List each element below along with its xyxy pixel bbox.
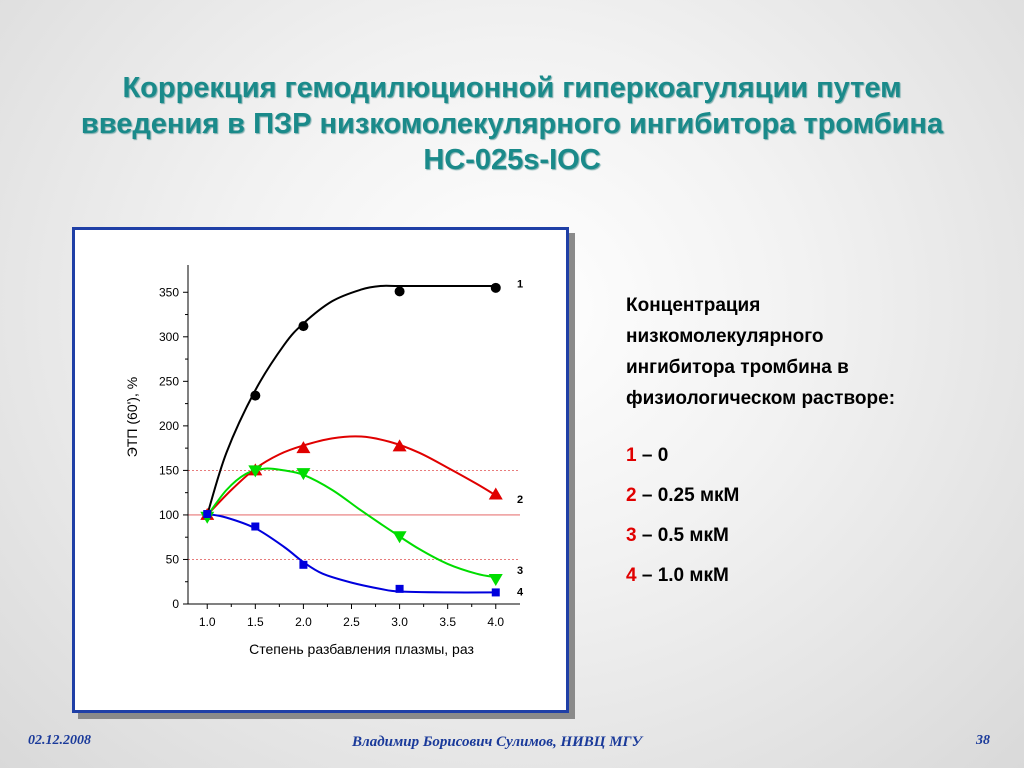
legend-heading-line-4: физиологическом растворе: bbox=[626, 388, 896, 409]
legend-item-4-text: – 1.0 мкМ bbox=[636, 565, 729, 586]
x-tick-label: 2.0 bbox=[295, 615, 312, 629]
series-3-point bbox=[488, 574, 503, 587]
series-2-point bbox=[296, 441, 311, 454]
legend-item-3-text: – 0.5 мкМ bbox=[636, 525, 729, 546]
legend-item-2-number: 2 bbox=[626, 485, 637, 506]
series-4-point bbox=[251, 522, 260, 531]
title-line-1: Коррекция гемодилюционной гиперкоагуляци… bbox=[122, 72, 902, 104]
legend-heading-line-3: ингибитора тромбина в bbox=[626, 357, 849, 378]
y-tick-label: 50 bbox=[166, 552, 180, 566]
series-1-point bbox=[250, 390, 261, 401]
x-tick-label: 4.0 bbox=[487, 615, 504, 629]
legend-item-2: 2 – 0.25 мкМ bbox=[626, 476, 1006, 516]
x-tick-label: 3.5 bbox=[439, 615, 456, 629]
legend-item-1-text: – 0 bbox=[636, 445, 669, 466]
footer-author: Владимир Борисович Сулимов, НИВЦ МГУ bbox=[352, 734, 643, 750]
title-line-3: НС-025s-IOC bbox=[423, 144, 601, 176]
y-tick-label: 100 bbox=[159, 508, 179, 522]
legend-item-4: 4 – 1.0 мкМ bbox=[626, 556, 1006, 596]
footer-page-number: 38 bbox=[976, 733, 990, 748]
legend-item-1-number: 1 bbox=[626, 445, 637, 466]
y-tick-label: 350 bbox=[159, 285, 179, 299]
legend-heading-line-2: низкомолекулярного bbox=[626, 326, 824, 347]
series-3-label: 3 bbox=[517, 565, 523, 577]
y-tick-label: 300 bbox=[159, 330, 179, 344]
legend-item-1: 1 – 0 bbox=[626, 436, 1006, 476]
concentration-legend: Концентрация низкомолекулярного ингибито… bbox=[626, 290, 1006, 596]
y-tick-label: 200 bbox=[159, 419, 179, 433]
legend-item-4-number: 4 bbox=[626, 565, 637, 586]
x-tick-label: 2.5 bbox=[343, 615, 360, 629]
x-axis-label: Степень разбавления плазмы, раз bbox=[249, 641, 474, 657]
y-tick-label: 0 bbox=[172, 597, 179, 611]
series-4-point bbox=[395, 584, 404, 593]
series-3-line bbox=[206, 467, 496, 579]
chart-panel: 0 50 100 150 200 250 300 350 1.0 1.5 2.0 2.5 3.0 3.5 4… bbox=[72, 227, 569, 713]
slide-title: Коррекция гемодилюционной гиперкоагуляци… bbox=[40, 70, 984, 178]
x-tick-label: 1.0 bbox=[199, 615, 216, 629]
series-2-point bbox=[488, 487, 503, 500]
series-4-line bbox=[207, 513, 496, 594]
series-3-point bbox=[392, 531, 407, 544]
legend-heading: Концентрация низкомолекулярного ингибито… bbox=[626, 290, 1006, 414]
series-4-label: 4 bbox=[517, 587, 524, 599]
legend-item-3: 3 – 0.5 мкМ bbox=[626, 516, 1006, 556]
legend-item-3-number: 3 bbox=[626, 525, 637, 546]
footer-date: 02.12.2008 bbox=[28, 733, 91, 748]
legend-item-2-text: – 0.25 мкМ bbox=[636, 485, 740, 506]
series-1-label: 1 bbox=[517, 278, 523, 290]
series-4-point bbox=[491, 588, 500, 597]
y-tick-label: 150 bbox=[159, 463, 179, 477]
series-3-point bbox=[248, 465, 263, 478]
chart: 0 50 100 150 200 250 300 350 1.0 1.5 2.0 2.5 3.0 3.5 4… bbox=[124, 265, 524, 657]
y-axis-label: ЭТП (60'), % bbox=[124, 377, 140, 457]
series-4-point bbox=[203, 510, 212, 519]
x-tick-label: 1.5 bbox=[247, 615, 264, 629]
series-3-point bbox=[296, 468, 311, 481]
legend-heading-line-1: Концентрация bbox=[626, 295, 761, 316]
series-2-point bbox=[392, 439, 407, 452]
series-1-point bbox=[394, 286, 405, 297]
series-1-line bbox=[206, 284, 496, 516]
series-1-point bbox=[298, 321, 309, 332]
series-2-label: 2 bbox=[517, 494, 523, 506]
series-4-point bbox=[299, 560, 308, 569]
x-tick-label: 3.0 bbox=[391, 615, 408, 629]
title-line-2: введения в ПЗР низкомолекулярного ингиби… bbox=[80, 108, 944, 140]
series-1-point bbox=[490, 282, 501, 293]
y-tick-label: 250 bbox=[159, 374, 179, 388]
